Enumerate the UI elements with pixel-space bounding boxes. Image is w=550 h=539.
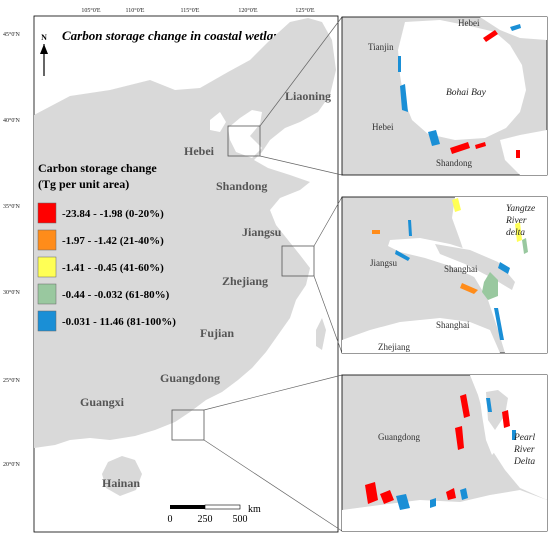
inset-label: Pearl [513, 433, 535, 443]
pearl-wetland-patches [365, 394, 516, 510]
inset-label: Shandong [436, 158, 473, 168]
lon-tick-label: 125°0'E [295, 7, 314, 14]
inset-label: Bohai Bay [446, 88, 487, 98]
inset-yangtze: Yangtze River delta Jiangsu Shanghai Sha… [341, 196, 548, 354]
inset-label: Shanghai [436, 320, 470, 330]
province-label-hainan: Hainan [102, 476, 140, 490]
inset-label: delta [506, 228, 525, 238]
lon-tick-labels: 105°0'E 110°0'E 115°0'E 120°0'E 125°0'E [81, 7, 314, 14]
lat-tick-label: 25°0'N [3, 377, 20, 384]
beijing-tianjin-area [210, 112, 226, 132]
inset-label: Guangdong [378, 432, 420, 442]
lon-tick-label: 110°0'E [126, 7, 145, 14]
legend-swatch [37, 283, 57, 305]
lat-tick-label: 40°0'N [3, 117, 20, 124]
lon-tick-label: 115°0'E [181, 7, 200, 14]
lat-tick-label: 20°0'N [3, 461, 20, 468]
inset-label: River [513, 445, 535, 455]
pearl-study-box [171, 409, 205, 441]
province-label-jiangsu: Jiangsu [242, 225, 282, 239]
inset-pearl: Guangdong Pearl River Delta [341, 374, 548, 532]
scale-label: 500 [233, 514, 248, 525]
province-label-hebei: Hebei [184, 144, 215, 158]
bohai-bay-water [398, 20, 526, 140]
province-label-guangxi: Guangxi [80, 395, 125, 409]
bohai-wetland-patches [398, 24, 521, 158]
lat-tick-labels: 45°0'N 40°0'N 35°0'N 30°0'N 25°0'N 20°0'… [3, 31, 20, 468]
inset-label: Tianjin [368, 42, 394, 52]
hangzhou-bay [342, 318, 500, 353]
inset-label: Hebei [458, 18, 480, 28]
inset-connectors [203, 16, 343, 532]
inset-label: Zhejiang [378, 342, 410, 352]
bohai-study-box [227, 125, 261, 157]
legend-label: -23.84 - -1.98 (0-20%) [62, 208, 164, 220]
scale-label: 0 [168, 514, 173, 525]
inset-label: Shanghai [444, 264, 478, 274]
legend-label: -1.41 - -0.45 (41-60%) [62, 262, 164, 274]
map-title: Carbon storage change in coastal wetland… [62, 28, 292, 43]
province-label-fujian: Fujian [200, 326, 234, 340]
lon-tick-label: 105°0'E [81, 7, 100, 14]
legend: Carbon storage change (Tg per unit area)… [37, 161, 176, 332]
legend-swatch [37, 256, 57, 278]
inset-label: Hebei [372, 122, 394, 132]
province-label-shandong: Shandong [216, 179, 267, 193]
inset-bohai: Hebei Tianjin Hebei Bohai Bay Shandong [341, 16, 548, 176]
scale-unit: km [248, 504, 261, 515]
yangtze-study-box [281, 245, 315, 277]
scale-bar: km 0 250 500 [168, 504, 262, 525]
legend-swatch [37, 310, 57, 332]
hainan-island [102, 456, 142, 496]
inset-label: Yangtze [506, 204, 535, 214]
legend-swatch [37, 202, 57, 224]
province-label-guangdong: Guangdong [160, 371, 220, 385]
lat-tick-label: 35°0'N [3, 203, 20, 210]
lon-tick-label: 120°0'E [238, 7, 257, 14]
legend-title-line1: Carbon storage change [38, 161, 157, 175]
legend-title-line2: (Tg per unit area) [38, 177, 129, 191]
lat-tick-label: 45°0'N [3, 31, 20, 38]
south-china-sea [342, 490, 547, 531]
taiwan-island [316, 318, 326, 350]
inset-label: Delta [513, 457, 535, 467]
province-label-zhejiang: Zhejiang [222, 274, 268, 288]
inset-label: Jiangsu [370, 258, 398, 268]
province-label-liaoning: Liaoning [285, 89, 331, 103]
north-arrow: N [40, 33, 48, 76]
scale-label: 250 [198, 514, 213, 525]
legend-label: -0.031 - 11.46 (81-100%) [62, 316, 176, 328]
legend-label: -0.44 - -0.032 (61-80%) [62, 289, 170, 301]
inset-label: River [505, 216, 527, 226]
north-label: N [41, 33, 47, 42]
bohai-sea [228, 110, 262, 158]
yangtze-wetland-patches [372, 198, 528, 340]
legend-swatch [37, 229, 57, 251]
legend-label: -1.97 - -1.42 (21-40%) [62, 235, 164, 247]
lat-tick-label: 30°0'N [3, 289, 20, 296]
